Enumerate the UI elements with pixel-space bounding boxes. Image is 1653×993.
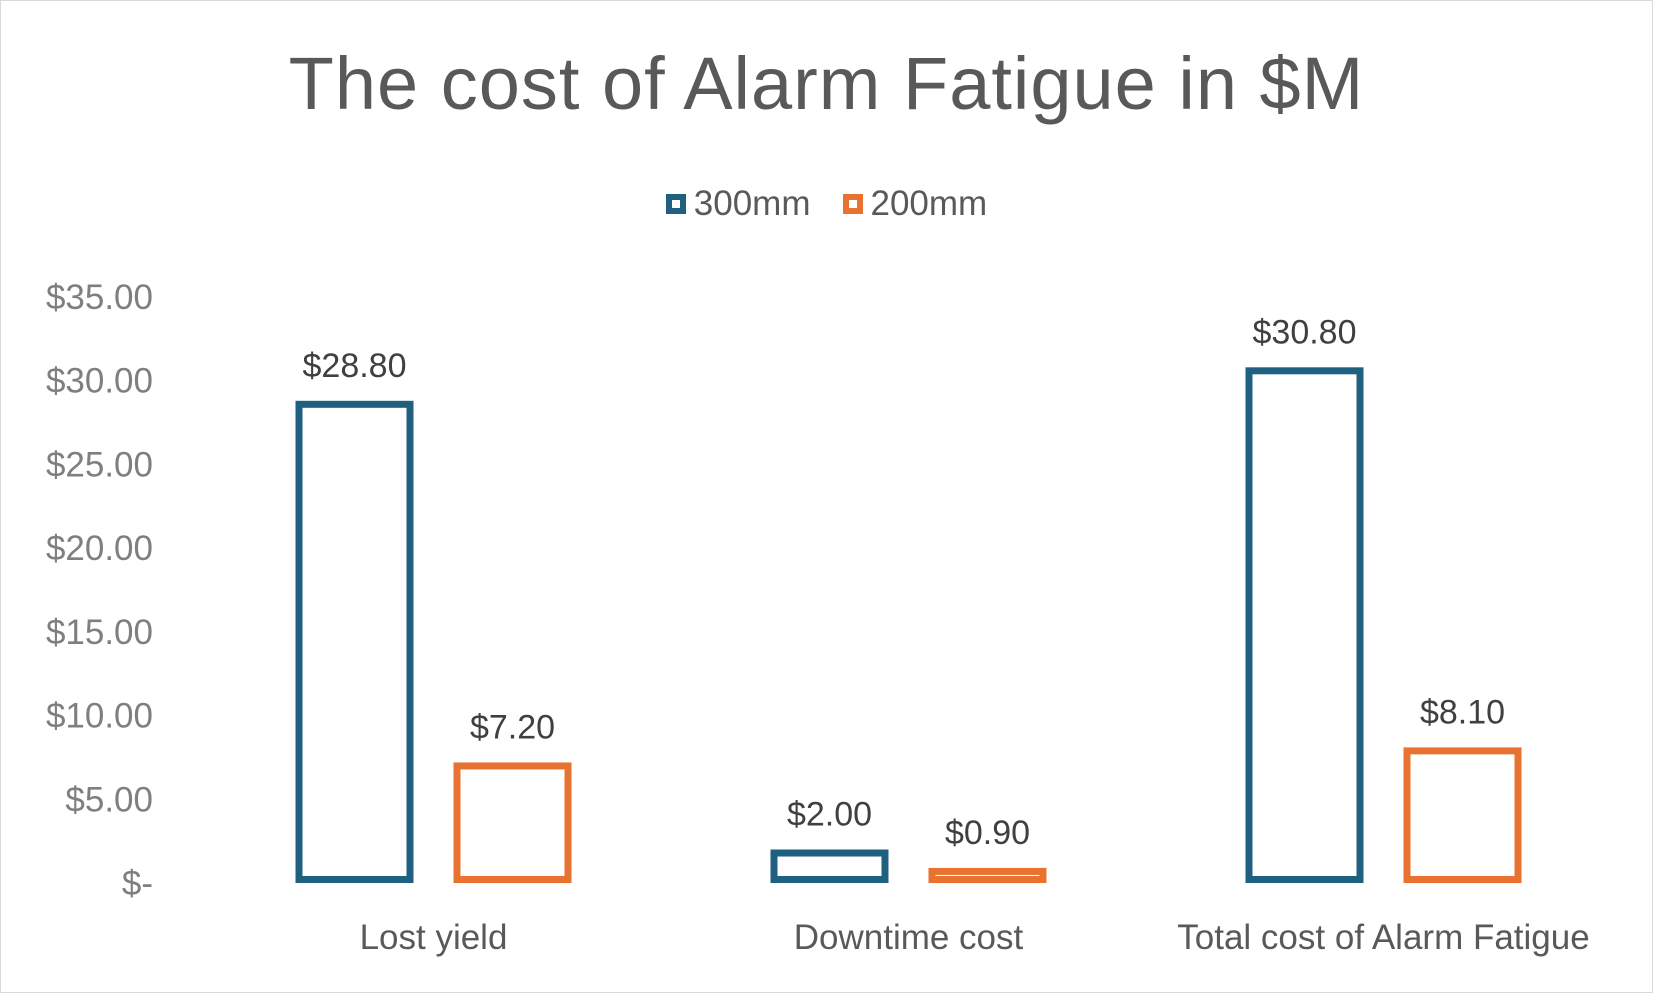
y-tick-label: $15.00 (46, 613, 153, 652)
bar-300mm-1 (770, 849, 889, 883)
category-label: Downtime cost (794, 918, 1024, 957)
y-tick-label: $5.00 (65, 780, 153, 819)
legend-swatch-200mm (842, 194, 863, 214)
bar-300mm-2 (1245, 367, 1364, 883)
chart-title: The cost of Alarm Fatigue in $M (288, 42, 1365, 125)
bar-200mm-2 (1403, 747, 1522, 884)
category-label: Lost yield (360, 918, 508, 957)
y-tick-label: $35.00 (46, 278, 153, 317)
legend-swatch-300mm (665, 194, 686, 214)
category-label: Total cost of Alarm Fatigue (1177, 918, 1589, 957)
data-label: $2.00 (787, 796, 872, 834)
data-label: $0.90 (945, 814, 1030, 852)
legend-item-200mm: 200mm (842, 184, 988, 224)
legend-label-300mm: 300mm (693, 184, 811, 223)
data-label: $30.80 (1253, 313, 1357, 351)
data-label: $8.10 (1420, 693, 1505, 731)
y-tick-label: $- (122, 864, 153, 903)
y-tick-label: $25.00 (46, 445, 153, 484)
data-label: $28.80 (303, 347, 407, 385)
bar-200mm-0 (453, 762, 572, 883)
bar-200mm-1 (928, 867, 1047, 884)
y-tick-label: $20.00 (46, 529, 153, 568)
bar-300mm-0 (295, 400, 414, 883)
legend: 300mm 200mm (1, 184, 1652, 224)
legend-item-300mm: 300mm (665, 184, 811, 224)
y-tick-label: $10.00 (46, 697, 153, 736)
y-tick-label: $30.00 (46, 362, 153, 401)
data-label: $7.20 (470, 708, 555, 746)
legend-label-200mm: 200mm (870, 184, 988, 223)
